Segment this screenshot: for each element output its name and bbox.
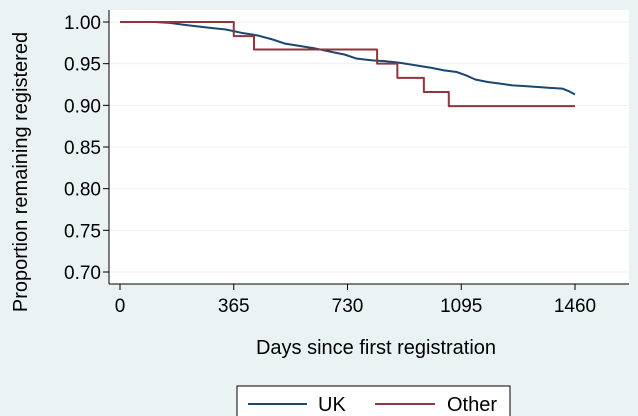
y-tick-label-6: 1.00	[64, 13, 101, 34]
y-ticks: 0.70 0.75 0.80 0.85 0.90 0.95 1.00	[64, 13, 109, 284]
x-tick-label-3: 1095	[440, 296, 482, 317]
x-tick-label-2: 730	[332, 296, 364, 317]
legend-label-other: Other	[447, 394, 497, 416]
x-ticks: 0 365 730 1095 1460	[115, 284, 596, 317]
legend: UK Other	[236, 385, 511, 416]
x-axis-title: Days since first registration	[256, 337, 496, 359]
x-tick-label-1: 365	[218, 296, 250, 317]
y-tick-label-4: 0.90	[64, 96, 101, 117]
legend-label-uk: UK	[318, 394, 346, 416]
y-tick-label-5: 0.95	[64, 55, 101, 76]
y-axis-title: Proportion remaining registered	[10, 32, 32, 312]
x-tick-label-4: 1460	[554, 296, 596, 317]
y-tick-label-2: 0.80	[64, 180, 101, 201]
x-tick-label-0: 0	[115, 296, 126, 317]
y-tick-label-1: 0.75	[64, 221, 101, 242]
series-line-other	[120, 21, 575, 108]
y-tick-label-3: 0.85	[64, 138, 101, 159]
y-tick-label-0: 0.70	[64, 263, 101, 284]
legend-box	[236, 385, 511, 416]
series-lines	[120, 21, 576, 108]
grid-lines	[109, 21, 629, 273]
series-line-uk	[120, 21, 576, 96]
